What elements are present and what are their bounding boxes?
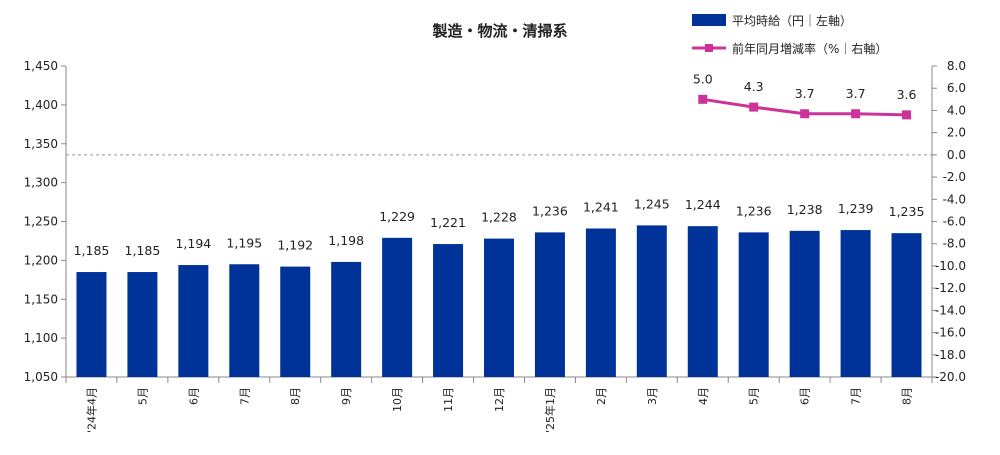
y-right-tick-label: 4.0 bbox=[947, 103, 966, 117]
bar-value-label: 1,194 bbox=[175, 236, 211, 251]
chart-title: 製造・物流・清掃系 bbox=[431, 22, 567, 40]
bar-value-label: 1,236 bbox=[532, 203, 568, 218]
y-left-tick-label: 1,400 bbox=[24, 98, 58, 112]
y-right-tick-label: 8.0 bbox=[947, 59, 966, 73]
x-tick-label: 8月 bbox=[289, 387, 302, 405]
bar-value-label: 1,241 bbox=[583, 199, 619, 214]
bar-value-label: 1,236 bbox=[736, 203, 772, 218]
y-right-tick-label: -16.0 bbox=[935, 326, 966, 340]
y-left-tick-label: 1,050 bbox=[24, 370, 58, 384]
line-value-label: 4.3 bbox=[744, 79, 764, 94]
bar-value-label: 1,185 bbox=[125, 243, 161, 258]
bar-value-label: 1,192 bbox=[277, 238, 313, 253]
bar-series bbox=[76, 225, 922, 377]
x-tick-label: 2月 bbox=[595, 387, 608, 405]
x-tick-label: 8月 bbox=[901, 387, 914, 405]
legend-line-label: 前年同月増減率（%｜右軸） bbox=[732, 41, 887, 56]
legend-bar-swatch bbox=[692, 14, 726, 26]
y-right-tick-label: -6.0 bbox=[943, 215, 966, 229]
line-value-label: 3.7 bbox=[795, 86, 815, 101]
bar bbox=[433, 244, 464, 377]
x-tick-label: 4月 bbox=[697, 387, 710, 405]
x-tick-label: 11月 bbox=[442, 387, 455, 412]
bar bbox=[738, 232, 769, 377]
y-right-tick-label: -20.0 bbox=[935, 370, 966, 384]
bar bbox=[891, 233, 922, 377]
bar bbox=[178, 265, 209, 377]
y-right-tick-label: -4.0 bbox=[943, 192, 966, 206]
x-tick-label: '24年4月 bbox=[84, 387, 98, 433]
bar-value-label: 1,235 bbox=[889, 204, 925, 219]
bar bbox=[280, 266, 311, 377]
axes: 1,050 1,100 1,150 1,200 1,250 1,300 1,350 1,400… bbox=[24, 59, 966, 433]
y-right-tick-label: -2.0 bbox=[943, 170, 966, 184]
bar-value-label: 1,195 bbox=[226, 235, 262, 250]
x-tick-label: 5月 bbox=[136, 387, 149, 405]
bar bbox=[127, 272, 158, 377]
bar bbox=[331, 261, 362, 377]
y-left-tick-label: 1,350 bbox=[24, 137, 58, 151]
x-tick-label: 12月 bbox=[493, 387, 506, 412]
legend-line-marker bbox=[705, 44, 713, 52]
x-tick-label: '25年1月 bbox=[543, 387, 557, 433]
line-value-label: 5.0 bbox=[693, 71, 713, 86]
line-marker bbox=[749, 102, 759, 112]
bar-value-label: 1,185 bbox=[74, 243, 110, 258]
x-tick-label: 5月 bbox=[748, 387, 761, 405]
bar-value-label: 1,244 bbox=[685, 197, 721, 212]
legend: 平均時給（円｜左軸） 前年同月増減率（%｜右軸） bbox=[692, 13, 887, 56]
y-left-tick-label: 1,200 bbox=[24, 253, 58, 267]
line-marker bbox=[698, 94, 708, 104]
line-value-label: 3.7 bbox=[846, 86, 866, 101]
data-labels: 1,185 1,185 1,194 1,195 1,192 1,198 1,229 1,221… bbox=[74, 71, 925, 258]
bar-value-label: 1,238 bbox=[787, 202, 823, 217]
y-left-tick-label: 1,250 bbox=[24, 215, 58, 229]
line-marker bbox=[902, 110, 912, 120]
y-right-tick-label: 0.0 bbox=[947, 148, 966, 162]
x-tick-label: 9月 bbox=[340, 387, 353, 405]
line-value-label: 3.6 bbox=[897, 87, 917, 102]
line-marker bbox=[851, 109, 861, 119]
bar bbox=[636, 225, 667, 377]
bar bbox=[840, 230, 871, 377]
bar bbox=[687, 226, 718, 377]
y-right-tick-label: 6.0 bbox=[947, 81, 966, 95]
bar-value-label: 1,245 bbox=[634, 196, 670, 211]
bar-value-label: 1,228 bbox=[481, 210, 517, 225]
line-marker bbox=[800, 109, 810, 119]
x-tick-label: 7月 bbox=[238, 387, 251, 405]
bar bbox=[229, 264, 260, 377]
y-right-tick-label: -10.0 bbox=[935, 259, 966, 273]
bar-value-label: 1,239 bbox=[838, 201, 874, 216]
y-right-tick-label: -12.0 bbox=[935, 281, 966, 295]
x-tick-label: 3月 bbox=[646, 387, 659, 405]
bar bbox=[484, 238, 514, 377]
line-series bbox=[698, 94, 912, 120]
bar bbox=[76, 272, 107, 377]
y-right-tick-label: -18.0 bbox=[935, 348, 966, 362]
x-tick-label: 6月 bbox=[187, 387, 200, 405]
y-right-tick-label: 2.0 bbox=[947, 126, 966, 140]
bar bbox=[789, 230, 820, 377]
x-tick-label: 6月 bbox=[799, 387, 812, 405]
bar-value-label: 1,229 bbox=[379, 209, 415, 224]
bar-value-label: 1,198 bbox=[328, 233, 364, 248]
y-right-tick-label: -8.0 bbox=[943, 237, 966, 251]
bar bbox=[382, 237, 413, 377]
y-left-tick-label: 1,450 bbox=[24, 59, 58, 73]
x-tick-label: 7月 bbox=[850, 387, 863, 405]
y-right-tick-label: -14.0 bbox=[935, 303, 966, 317]
legend-bar-label: 平均時給（円｜左軸） bbox=[732, 13, 852, 28]
bar-value-label: 1,221 bbox=[430, 215, 466, 230]
y-left-tick-label: 1,100 bbox=[24, 331, 58, 345]
x-tick-label: 10月 bbox=[391, 387, 404, 412]
bar bbox=[585, 228, 616, 377]
y-left-tick-label: 1,150 bbox=[24, 292, 58, 306]
y-left-tick-label: 1,300 bbox=[24, 176, 58, 190]
bar bbox=[534, 232, 565, 377]
